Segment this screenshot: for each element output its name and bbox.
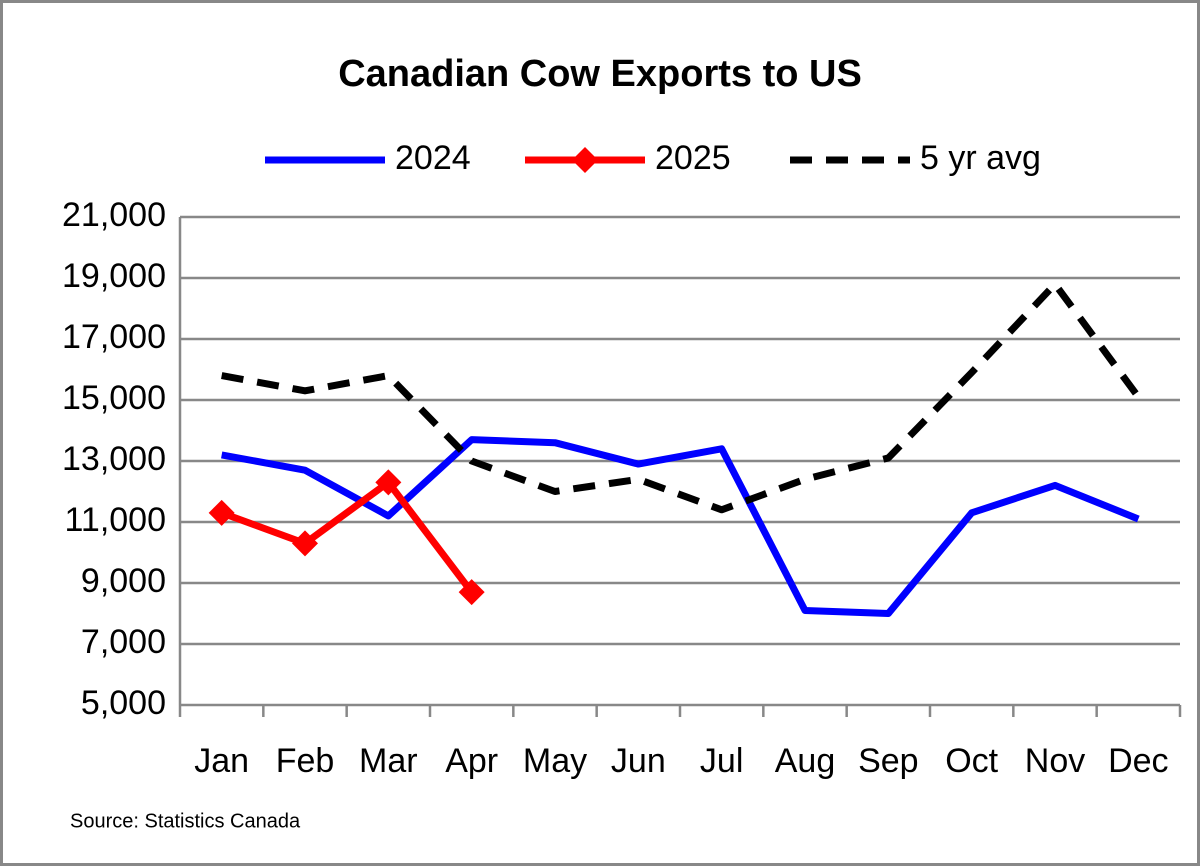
series-line (221, 280, 1142, 514)
x-tick-label: Dec (1108, 742, 1168, 780)
y-tick-label: 9,000 (81, 562, 166, 600)
legend-label: 2025 (655, 139, 731, 177)
x-tick-label: Jun (611, 742, 666, 780)
y-tick-label: 15,000 (62, 379, 166, 417)
x-tick-label: Nov (1025, 742, 1085, 780)
series-line (220, 478, 475, 595)
x-tick-label: Oct (945, 742, 998, 780)
x-tick-label: Mar (359, 742, 418, 780)
x-tick-label: Feb (276, 742, 335, 780)
series-line (221, 436, 1140, 617)
y-tick-label: 19,000 (62, 257, 166, 295)
y-tick-label: 7,000 (81, 623, 166, 661)
x-tick-label: Jul (700, 742, 743, 780)
x-tick-label: May (523, 742, 587, 780)
y-tick-label: 13,000 (62, 440, 166, 478)
legend-label: 5 yr avg (920, 139, 1041, 177)
source-note: Source: Statistics Canada (70, 810, 301, 832)
x-tick-label: Apr (445, 742, 498, 780)
legend-marker (572, 147, 598, 173)
y-tick-label: 17,000 (62, 318, 166, 356)
data-point (292, 530, 318, 557)
x-tick-label: Jan (194, 742, 249, 780)
legend-label: 2024 (395, 139, 471, 177)
data-point (208, 499, 235, 526)
data-point (458, 579, 485, 606)
y-tick-label: 21,000 (62, 196, 166, 234)
data-point (375, 469, 402, 496)
x-tick-label: Sep (858, 742, 919, 780)
x-tick-label: Aug (775, 742, 836, 780)
y-tick-label: 5,000 (81, 684, 166, 722)
chart-title: Canadian Cow Exports to US (338, 53, 862, 95)
y-tick-label: 11,000 (65, 501, 166, 539)
